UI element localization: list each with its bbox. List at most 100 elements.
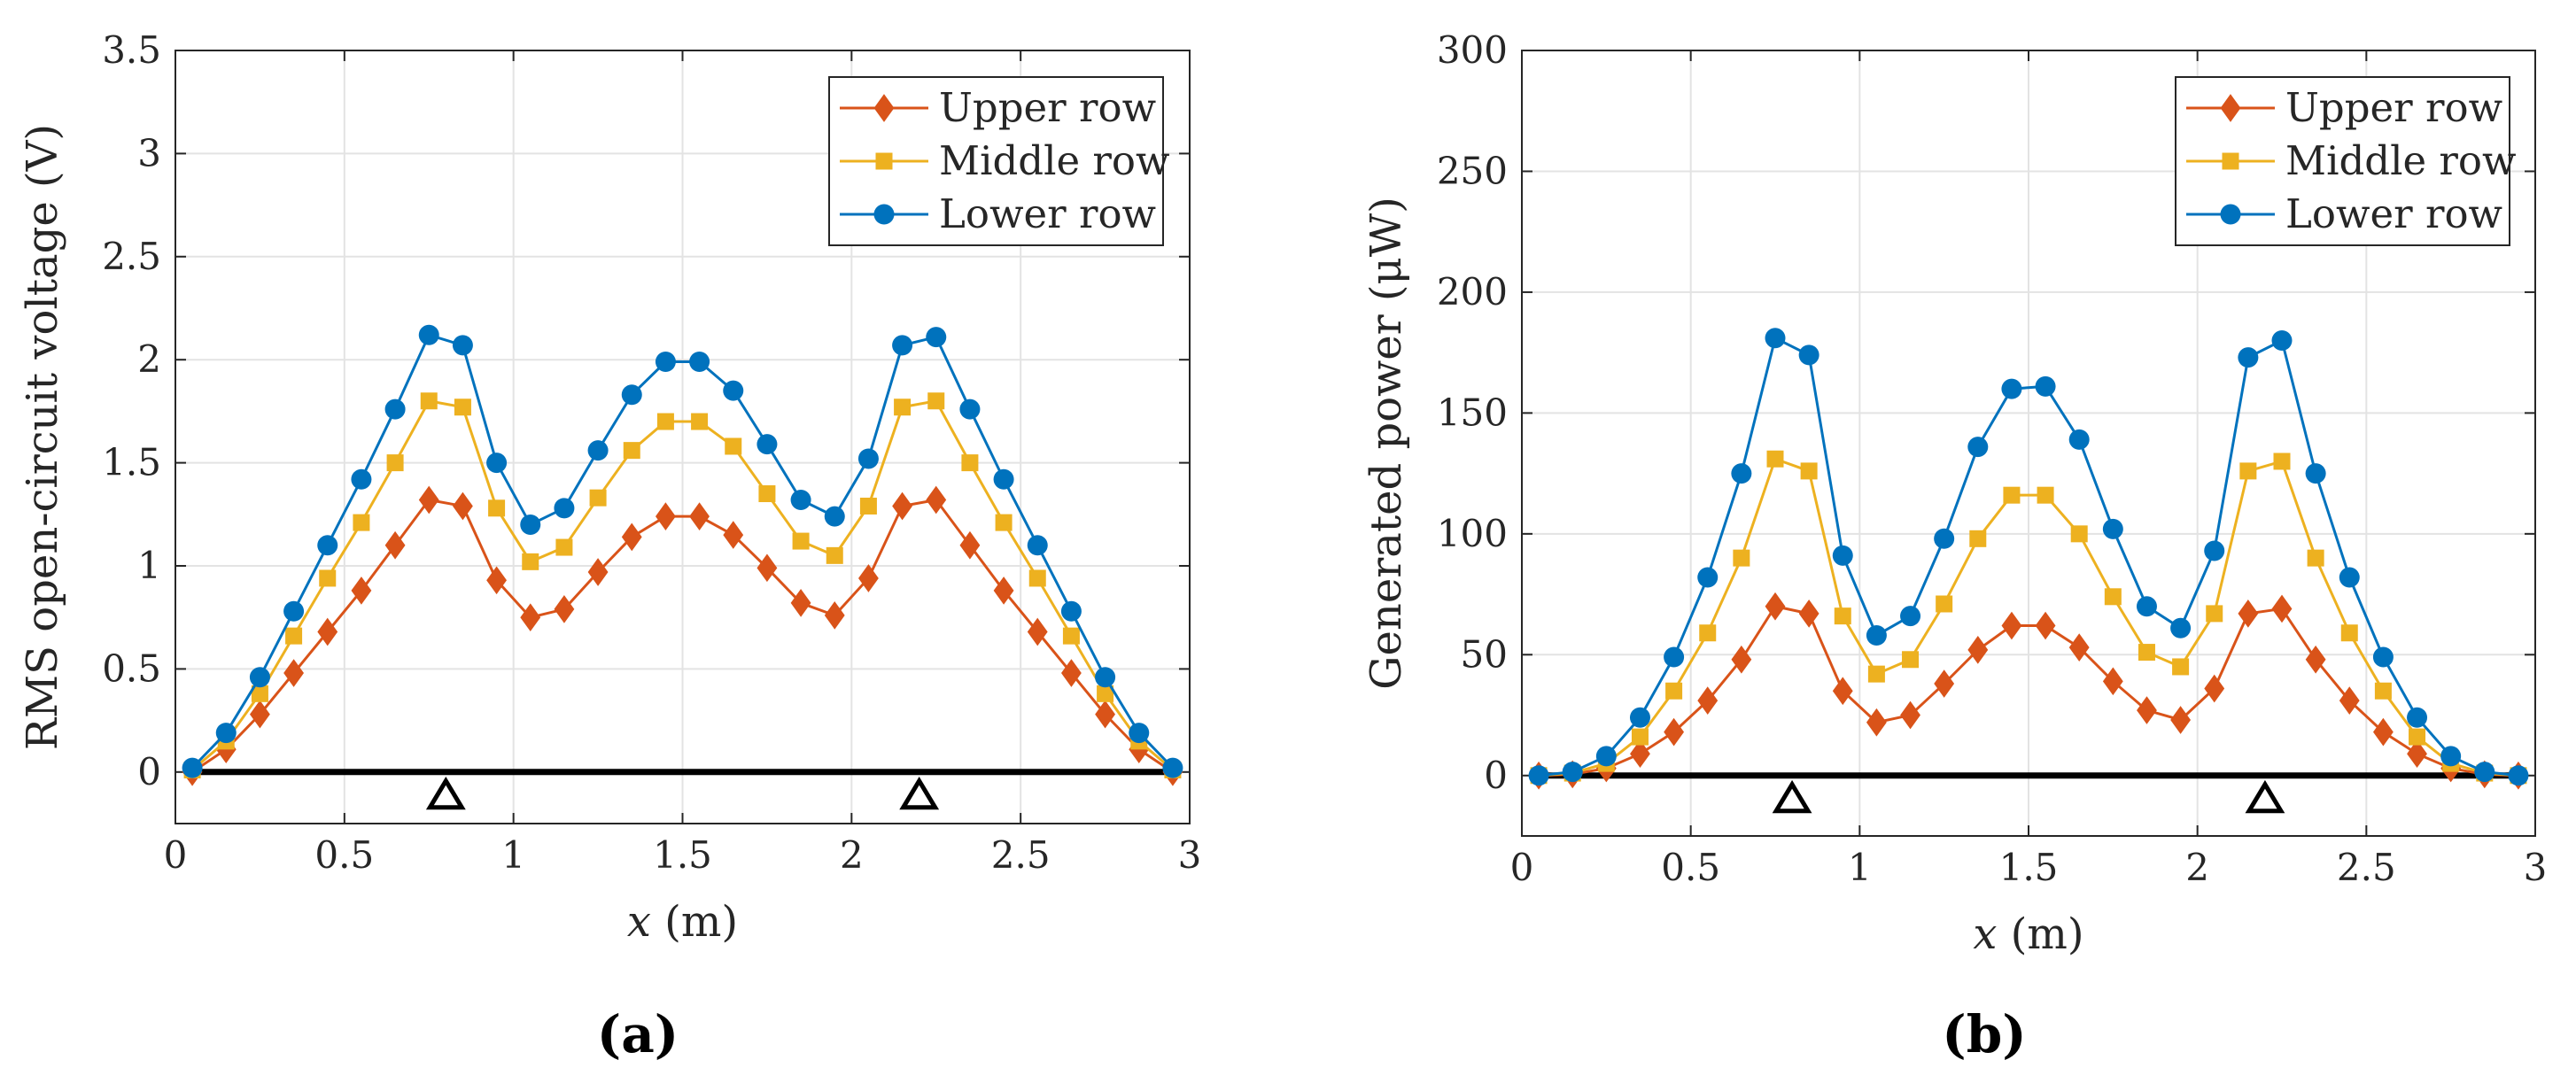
data-point — [1731, 463, 1752, 484]
data-point — [959, 530, 981, 560]
data-point — [251, 685, 268, 702]
data-point — [2339, 686, 2360, 716]
data-point — [892, 491, 912, 521]
legend-label: Middle row — [939, 137, 1170, 184]
data-point — [926, 327, 947, 348]
data-point — [2037, 486, 2054, 504]
y-tick-label: 300 — [1437, 28, 1508, 72]
x-tick-label: 1 — [501, 833, 525, 877]
data-point — [2206, 605, 2223, 623]
data-point — [927, 392, 945, 410]
y-tick-label: 100 — [1437, 512, 1508, 555]
x-axis-label: x (m) — [627, 897, 738, 947]
data-point — [1061, 659, 1082, 687]
data-point — [2001, 378, 2022, 399]
data-point — [1765, 592, 1786, 621]
data-point — [2271, 330, 2293, 352]
data-point — [317, 617, 338, 646]
y-tick-label: 1 — [137, 544, 161, 587]
data-point — [182, 757, 203, 778]
series-lower-row — [182, 324, 1183, 778]
data-point — [1765, 328, 1786, 349]
y-tick-label: 3 — [137, 131, 161, 174]
y-tick-label: 0 — [137, 750, 161, 793]
data-point — [824, 601, 845, 630]
data-point — [2035, 611, 2056, 640]
data-point — [1060, 600, 1082, 622]
data-point — [1866, 624, 1887, 646]
data-point — [1162, 757, 1183, 778]
y-tick-label: 1.5 — [102, 441, 161, 484]
legend-label: Lower row — [939, 190, 1156, 237]
data-point — [587, 440, 609, 461]
x-tick-label: 0.5 — [1661, 846, 1720, 889]
data-point — [1900, 700, 1920, 730]
data-point — [249, 667, 270, 688]
chart-panel-a: 0 0.5 1 1.5 2 2.5 3 0 0.5 1 1.5 2 2.5 3 3.5 x (m) RMS op… — [18, 28, 1201, 1064]
data-point — [2204, 540, 2225, 561]
data-point — [1866, 708, 1887, 737]
data-point — [1062, 627, 1080, 645]
legend-label: Upper row — [939, 84, 1156, 131]
data-point — [454, 398, 471, 416]
data-point — [1867, 665, 1885, 683]
data-point — [993, 468, 1014, 490]
legend-marker — [2222, 152, 2239, 170]
data-point — [1528, 765, 1549, 786]
support-triangle — [899, 776, 940, 810]
data-point — [2172, 658, 2190, 676]
x-tick-label: 1.5 — [1999, 846, 2059, 889]
chart-panel-b: 0 0.5 1 1.5 2 2.5 3 0 50 100 150 200 250 300 x (m) Gene… — [1362, 28, 2547, 1064]
data-point — [2104, 588, 2122, 606]
data-point — [283, 600, 305, 622]
data-point — [758, 485, 776, 503]
data-point — [2136, 596, 2157, 617]
data-point — [1697, 686, 1719, 716]
data-point — [488, 499, 506, 517]
data-point — [621, 522, 642, 552]
data-point — [285, 627, 303, 645]
data-point — [892, 335, 913, 356]
data-point — [2440, 746, 2462, 767]
data-point — [1936, 595, 1953, 613]
data-point — [353, 514, 370, 531]
y-tick-label: 0.5 — [102, 646, 161, 690]
data-point — [554, 498, 575, 519]
data-point — [995, 514, 1013, 531]
data-point — [691, 413, 709, 430]
data-point — [859, 497, 877, 515]
x-tick-label: 1.5 — [653, 833, 712, 877]
data-point — [486, 566, 507, 595]
data-point — [1766, 450, 1784, 468]
data-point — [2068, 429, 2090, 450]
data-point — [2305, 645, 2326, 674]
data-point — [2003, 486, 2021, 504]
legend-label: Middle row — [2285, 137, 2517, 184]
x-tick-label: 3 — [1178, 833, 1202, 877]
data-point — [1900, 606, 1921, 627]
x-tick-label: 3 — [2524, 846, 2548, 889]
data-point — [522, 553, 539, 570]
data-point — [2271, 594, 2293, 623]
data-point — [2340, 624, 2358, 642]
data-point — [1798, 344, 1819, 366]
series-line — [1538, 336, 2519, 778]
data-point — [623, 442, 640, 460]
data-point — [1967, 437, 1989, 458]
data-point — [1832, 545, 1853, 566]
data-point — [486, 453, 508, 474]
y-tick-label: 3.5 — [102, 28, 161, 72]
legend-label: Lower row — [2285, 190, 2502, 237]
data-point — [1027, 617, 1048, 646]
legend: Upper row Middle row Lower row — [2175, 76, 2517, 246]
data-point — [2307, 549, 2324, 567]
data-point — [2102, 518, 2123, 539]
data-point — [858, 564, 879, 592]
data-point — [520, 603, 541, 632]
data-point — [1731, 645, 1752, 674]
data-point — [2204, 674, 2225, 703]
data-point — [317, 535, 338, 556]
data-point — [554, 595, 575, 623]
data-point — [2138, 644, 2155, 662]
x-tick-label: 2.5 — [2337, 846, 2396, 889]
